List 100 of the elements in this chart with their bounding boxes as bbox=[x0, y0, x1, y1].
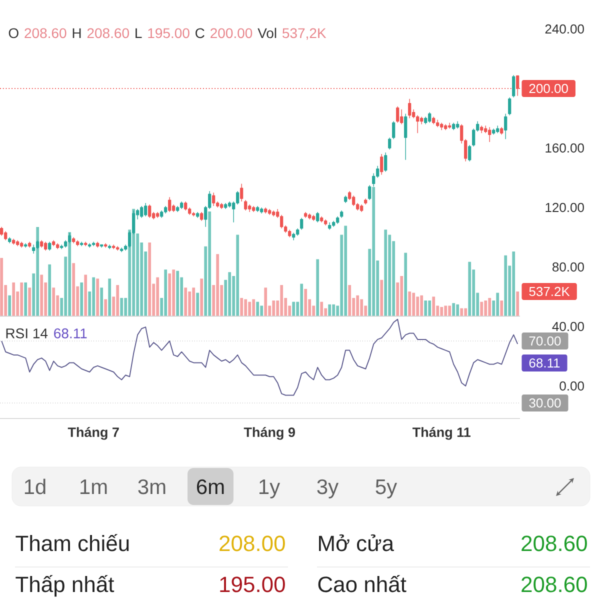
y-tick-label: 70.00 bbox=[529, 336, 561, 346]
text: 537.2K bbox=[529, 286, 570, 296]
candlestick bbox=[8, 236, 12, 244]
bar bbox=[72, 263, 76, 316]
candlestick bbox=[384, 152, 388, 172]
bar bbox=[196, 292, 200, 316]
y-tick-label: 80.00 bbox=[552, 262, 584, 272]
candlestick bbox=[260, 207, 264, 214]
annotation: 208.60 bbox=[24, 28, 66, 38]
candlestick bbox=[368, 184, 372, 200]
text: 6m bbox=[196, 479, 224, 494]
candlestick bbox=[36, 240, 40, 250]
bar bbox=[380, 280, 384, 316]
candlestick bbox=[304, 212, 308, 218]
candlestick bbox=[408, 98, 412, 119]
annotation: C bbox=[196, 28, 204, 38]
bar bbox=[248, 302, 252, 316]
y-tick-label: 160.00 bbox=[546, 143, 584, 153]
candlestick bbox=[100, 244, 104, 248]
candlestick bbox=[96, 241, 100, 248]
bar bbox=[428, 300, 432, 316]
text: 3y bbox=[317, 479, 339, 498]
bar bbox=[468, 262, 472, 316]
candlestick bbox=[492, 128, 496, 135]
candlestick bbox=[4, 230, 8, 241]
bar bbox=[408, 291, 412, 316]
bar bbox=[116, 285, 120, 316]
text: Mở cửa bbox=[319, 534, 394, 552]
bar bbox=[252, 299, 256, 316]
text: Tham chiếu bbox=[16, 534, 129, 552]
bar bbox=[156, 277, 160, 316]
bar bbox=[28, 288, 32, 316]
bar bbox=[208, 212, 212, 316]
candlestick bbox=[164, 206, 168, 214]
candlestick bbox=[168, 196, 172, 212]
text: Thấp nhất bbox=[16, 575, 114, 597]
candlestick bbox=[508, 97, 512, 116]
candlestick bbox=[112, 244, 116, 250]
bar bbox=[356, 295, 360, 316]
bar bbox=[304, 288, 308, 316]
candlestick bbox=[340, 210, 344, 218]
candlestick bbox=[404, 113, 408, 160]
bar bbox=[348, 285, 352, 316]
text: 68.11 bbox=[54, 328, 87, 338]
bar bbox=[484, 300, 488, 316]
bar bbox=[320, 302, 324, 316]
annotation: L bbox=[136, 28, 142, 38]
ref-line-label: 200.00 bbox=[529, 84, 568, 94]
candlestick bbox=[504, 113, 508, 140]
candlestick bbox=[364, 198, 368, 205]
candlestick bbox=[56, 242, 60, 250]
bar bbox=[244, 299, 248, 316]
bar bbox=[20, 282, 24, 316]
candlestick bbox=[392, 120, 396, 140]
bar bbox=[12, 282, 16, 316]
candlestick bbox=[468, 144, 472, 162]
annotation: H bbox=[72, 28, 81, 38]
bar bbox=[448, 306, 452, 316]
x-tick-label: Tháng 11 bbox=[412, 427, 470, 440]
candlestick bbox=[184, 201, 188, 211]
bar bbox=[8, 295, 12, 316]
bar bbox=[500, 300, 504, 316]
text: 208.60 bbox=[522, 536, 587, 552]
candlestick bbox=[240, 183, 244, 202]
candlestick bbox=[28, 241, 32, 248]
bar bbox=[172, 270, 176, 316]
candlestick bbox=[40, 240, 44, 248]
bar bbox=[84, 274, 88, 316]
bar bbox=[280, 285, 284, 316]
x-tick-label: Tháng 7 bbox=[68, 427, 119, 440]
bar bbox=[384, 230, 388, 316]
candlestick bbox=[512, 74, 516, 98]
candlestick bbox=[256, 206, 260, 212]
candlestick bbox=[148, 204, 152, 218]
bar bbox=[464, 308, 468, 316]
bar bbox=[260, 306, 264, 316]
bar bbox=[416, 296, 420, 316]
bar bbox=[440, 306, 444, 316]
bar bbox=[456, 304, 460, 316]
candlestick bbox=[76, 240, 80, 247]
bar bbox=[104, 299, 108, 316]
y-tick-label: 30.00 bbox=[529, 398, 561, 408]
bar bbox=[512, 252, 516, 316]
bar bbox=[184, 288, 188, 316]
candlestick bbox=[400, 108, 404, 125]
annotation: O bbox=[8, 28, 18, 38]
candlestick bbox=[396, 106, 400, 124]
text: 1d bbox=[24, 478, 46, 494]
bar bbox=[412, 292, 416, 316]
candlestick bbox=[160, 210, 164, 218]
candlestick bbox=[140, 206, 144, 218]
bar bbox=[488, 298, 492, 316]
bar bbox=[316, 259, 320, 316]
bar bbox=[432, 296, 436, 316]
bar bbox=[516, 291, 520, 316]
candlestick bbox=[300, 218, 304, 230]
y-tick-label: 240.00 bbox=[545, 24, 584, 34]
text: 1m bbox=[80, 480, 107, 494]
candlestick bbox=[500, 126, 504, 135]
candlestick bbox=[176, 206, 180, 212]
